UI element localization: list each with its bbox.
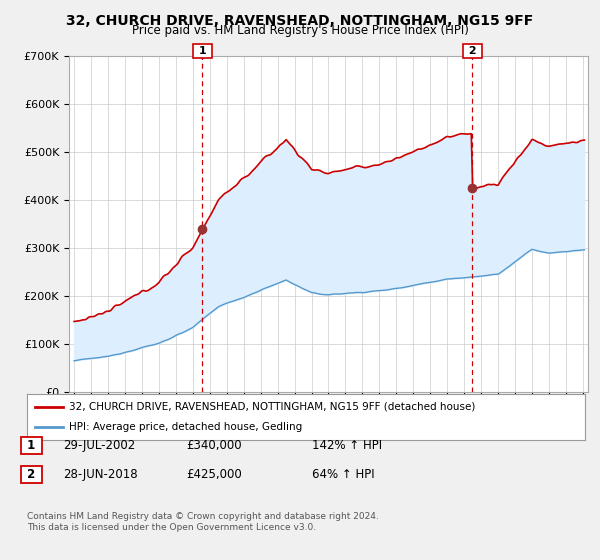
Text: Contains HM Land Registry data © Crown copyright and database right 2024.
This d: Contains HM Land Registry data © Crown c… — [27, 512, 379, 532]
Text: Price paid vs. HM Land Registry's House Price Index (HPI): Price paid vs. HM Land Registry's House … — [131, 24, 469, 37]
Text: 29-JUL-2002: 29-JUL-2002 — [63, 438, 135, 452]
Text: 28-JUN-2018: 28-JUN-2018 — [63, 468, 137, 481]
Text: 1: 1 — [195, 46, 210, 56]
Text: 1: 1 — [23, 438, 40, 452]
Text: 64% ↑ HPI: 64% ↑ HPI — [312, 468, 374, 481]
Text: 32, CHURCH DRIVE, RAVENSHEAD, NOTTINGHAM, NG15 9FF: 32, CHURCH DRIVE, RAVENSHEAD, NOTTINGHAM… — [67, 14, 533, 28]
Text: 2: 2 — [23, 468, 40, 481]
Text: 142% ↑ HPI: 142% ↑ HPI — [312, 438, 382, 452]
Text: 2: 2 — [465, 46, 480, 56]
Text: £425,000: £425,000 — [186, 468, 242, 481]
Text: HPI: Average price, detached house, Gedling: HPI: Average price, detached house, Gedl… — [69, 422, 302, 432]
Text: 32, CHURCH DRIVE, RAVENSHEAD, NOTTINGHAM, NG15 9FF (detached house): 32, CHURCH DRIVE, RAVENSHEAD, NOTTINGHAM… — [69, 402, 475, 412]
Text: £340,000: £340,000 — [186, 438, 242, 452]
